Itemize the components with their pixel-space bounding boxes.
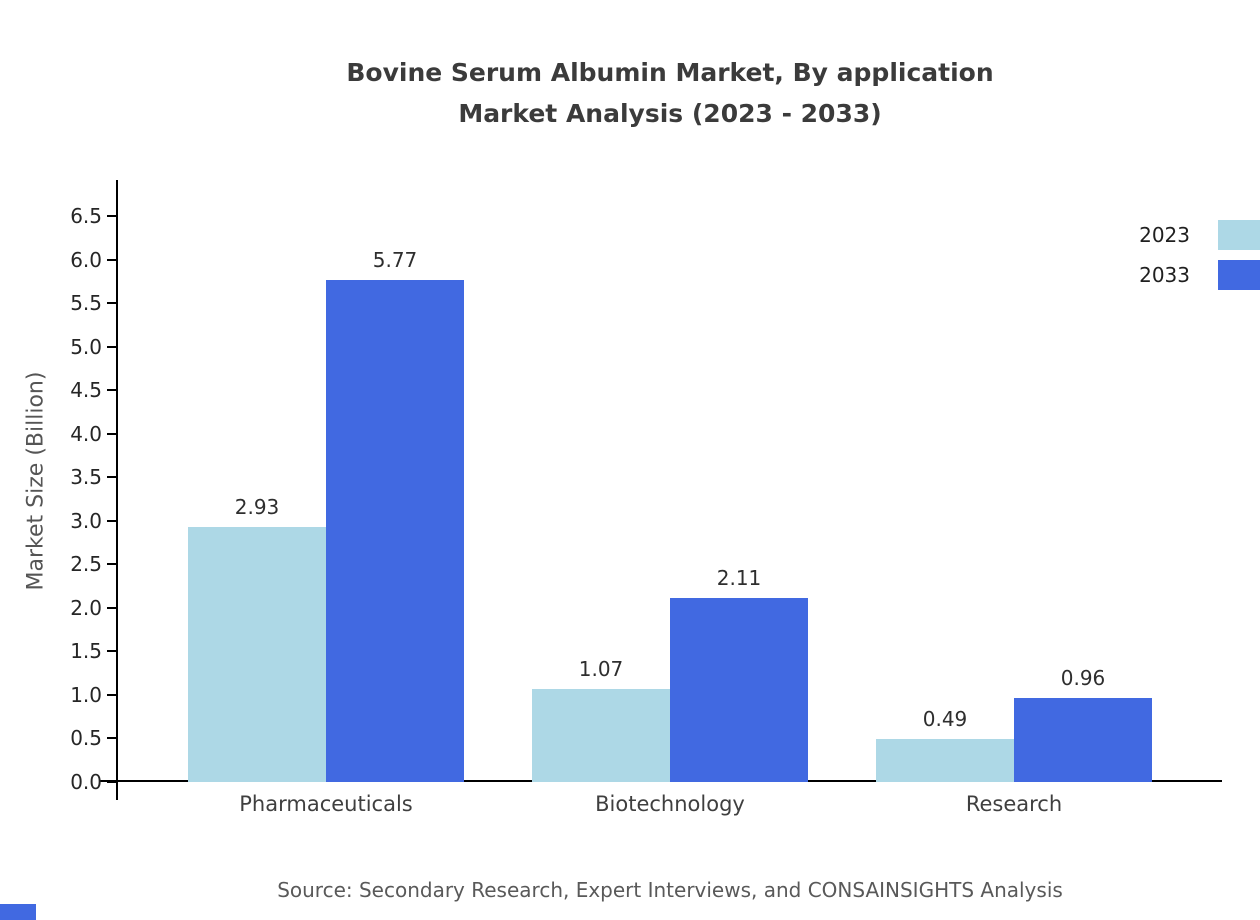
y-tick-label: 0.5 — [70, 726, 102, 751]
y-tick-mark — [107, 258, 116, 261]
x-axis-label-pharmaceuticals: Pharmaceuticals — [239, 792, 413, 816]
y-tick-mark — [107, 302, 116, 305]
x-axis-label-research: Research — [965, 792, 1063, 816]
legend: 2023 2033 — [1139, 218, 1260, 298]
y-tick-label: 4.5 — [70, 378, 102, 403]
y-axis-line — [116, 180, 118, 800]
bar-2033-research — [1014, 698, 1152, 782]
value-label-2033-research: 0.96 — [1060, 666, 1106, 691]
bar-2023-biotechnology — [532, 688, 670, 782]
value-label-2023-pharmaceuticals: 2.93 — [234, 494, 280, 519]
source-note: Source: Secondary Research, Expert Inter… — [277, 878, 1063, 902]
x-axis-label-biotechnology: Biotechnology — [595, 792, 745, 816]
x-axis-labels: Pharmaceuticals Biotechnology Research — [118, 180, 1222, 816]
corner-accent — [0, 904, 36, 920]
y-tick-label: 4.0 — [70, 421, 102, 446]
bar-2033-pharmaceuticals — [326, 279, 464, 782]
chart-title-line2: Market Analysis (2023 - 2033) — [458, 99, 882, 128]
bars-layer: 2.93 5.77 1.07 2.11 0.49 0.96 — [118, 180, 1222, 782]
y-tick-label: 5.5 — [70, 291, 102, 316]
y-tick-mark — [107, 693, 116, 696]
y-tick-label: 6.0 — [70, 247, 102, 272]
legend-item-2033: 2033 — [1139, 258, 1260, 292]
y-tick-label: 6.5 — [70, 204, 102, 228]
value-label-2023-biotechnology: 1.07 — [578, 656, 624, 681]
y-tick-mark — [107, 519, 116, 522]
bar-2023-pharmaceuticals — [188, 526, 326, 782]
y-tick-label: 3.5 — [70, 465, 102, 490]
y-tick-mark — [107, 389, 116, 392]
y-tick-label: 1.0 — [70, 682, 102, 707]
value-label-2033-pharmaceuticals: 5.77 — [372, 247, 418, 272]
legend-swatch-2023 — [1218, 220, 1260, 250]
bar-2033-biotechnology — [670, 598, 808, 782]
y-tick-mark — [107, 650, 116, 653]
y-tick-label: 1.5 — [70, 639, 102, 664]
y-tick-mark — [107, 476, 116, 479]
y-tick-label: 2.5 — [70, 552, 102, 577]
value-label-2023-research: 0.49 — [922, 707, 968, 732]
y-tick-mark — [107, 606, 116, 609]
chart-title-line1: Bovine Serum Albumin Market, By applicat… — [346, 58, 994, 87]
value-label-2033-biotechnology: 2.11 — [716, 566, 762, 591]
y-tick-mark — [107, 432, 116, 435]
y-tick-mark — [107, 345, 116, 348]
y-tick-label: 5.0 — [70, 334, 102, 359]
y-axis-ticks: 0.0 0.5 1.0 1.5 2.0 2.5 3.0 3.5 4.0 4.5 5.0 5.5 6.0 6… — [70, 180, 1222, 794]
legend-label-2023: 2023 — [1139, 223, 1190, 247]
y-tick-mark — [107, 737, 116, 740]
plot-area: 0.0 0.5 1.0 1.5 2.0 2.5 3.0 3.5 4.0 4.5 5.0 5.5 6.0 6… — [70, 180, 1222, 816]
y-tick-mark — [107, 781, 116, 783]
legend-swatch-2033 — [1218, 260, 1260, 290]
y-tick-mark — [107, 563, 116, 566]
y-tick-label: 3.0 — [70, 508, 102, 533]
bar-2023-research — [876, 739, 1014, 782]
y-tick-mark — [107, 215, 116, 217]
legend-label-2033: 2033 — [1139, 263, 1190, 287]
y-tick-label: 2.0 — [70, 595, 102, 620]
legend-item-2023: 2023 — [1139, 218, 1260, 252]
y-tick-label: 0.0 — [70, 770, 102, 794]
chart-title: Bovine Serum Albumin Market, By applicat… — [118, 52, 1222, 134]
